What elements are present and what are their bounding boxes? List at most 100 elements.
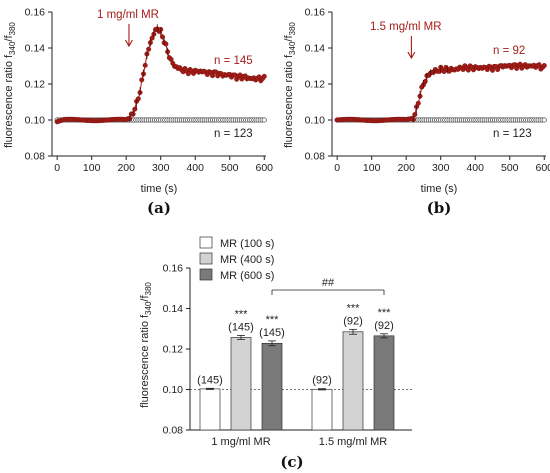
mr-point	[146, 46, 152, 52]
arrow-head	[407, 51, 416, 60]
mr-point	[415, 100, 421, 106]
panel-a-stimulus-arrow	[124, 24, 133, 48]
x-tick-label: 200	[397, 162, 415, 174]
mr-point	[142, 62, 148, 68]
panel-b-annotation: 1.5 mg/ml MR	[370, 21, 442, 33]
mr-point	[541, 63, 547, 69]
legend-swatch	[199, 252, 213, 265]
x-tick-label: 600	[256, 162, 274, 174]
panel-a-label: (a)	[147, 199, 171, 217]
x-tick-label: 0	[334, 162, 340, 174]
panel-b-xlabel: time (s)	[421, 183, 458, 195]
bar	[230, 337, 252, 431]
n-label: (145)	[259, 327, 285, 339]
panel-c-ylabel: fluorescence ratio f340/f380	[139, 282, 153, 408]
panel-b-mr-series	[334, 61, 547, 124]
y-tick-label: 0.08	[25, 151, 46, 163]
panel-c: fluorescence ratio f340/f380 0.08 0.10 0.1…	[139, 236, 412, 471]
panel-a-axes: 0.08 0.10 0.12 0.14 0.16 0 100 200 300 400 500 600	[25, 7, 274, 175]
arrow-head	[124, 39, 133, 48]
legend-label: MR (600 s)	[220, 270, 274, 282]
x-tick-label: 500	[221, 162, 239, 174]
y-tick-label: 0.16	[163, 263, 184, 275]
mr-point	[163, 41, 169, 47]
x-tick-label: 300	[152, 162, 170, 174]
panel-b-ylabel: fluorescence ratio f340/f380	[283, 22, 297, 148]
n-label: (92)	[343, 315, 363, 327]
control-point	[261, 117, 267, 123]
bar	[311, 388, 333, 431]
y-tick-label: 0.14	[25, 43, 46, 55]
legend-swatch	[199, 268, 213, 281]
panel-c-significance-bracket: ##	[271, 277, 385, 295]
y-tick-label: 0.10	[305, 115, 326, 127]
bar	[373, 335, 395, 431]
legend-swatch	[199, 236, 213, 249]
panel-a: fluorescence ratio f340/f380 0.08 0.10 0.1…	[3, 7, 273, 218]
y-tick-label: 0.08	[163, 425, 184, 437]
x-tick-label: 100	[363, 162, 381, 174]
y-tick-label: 0.10	[163, 384, 184, 396]
y-tick-label: 0.16	[305, 7, 326, 19]
x-tick-label: 500	[501, 162, 519, 174]
x-tick-label: 0	[54, 162, 60, 174]
panel-a-xlabel: time (s)	[141, 183, 178, 195]
mr-point	[135, 96, 141, 102]
mr-point	[422, 79, 428, 85]
n-label: (92)	[312, 375, 332, 387]
panel-c-legend: MR (100 s) MR (400 s) MR (600 s)	[199, 236, 274, 282]
x-tick-label: 400	[186, 162, 204, 174]
panel-c-axes: 0.08 0.10 0.12 0.14 0.16	[163, 263, 412, 437]
legend-label: MR (100 s)	[220, 238, 274, 250]
panel-a-ctrl-n: n = 123	[214, 128, 253, 140]
significance-stars: ***	[266, 314, 280, 326]
y-tick-label: 0.12	[305, 79, 326, 91]
panel-a-red-n: n = 145	[214, 55, 253, 67]
significance-stars: ***	[347, 302, 361, 314]
mr-point	[412, 112, 418, 118]
y-tick-label: 0.12	[25, 79, 46, 91]
mr-point	[139, 77, 145, 83]
x-tick-label: 200	[117, 162, 135, 174]
x-tick-label: 100	[83, 162, 101, 174]
mr-point	[185, 71, 191, 77]
panel-b-stimulus-arrow	[407, 36, 416, 60]
y-tick-label: 0.14	[305, 43, 326, 55]
x-tick-label: 300	[432, 162, 450, 174]
panel-b-axes: 0.08 0.10 0.12 0.14 0.16 0 100 200 300 400 500 600	[305, 7, 550, 175]
panel-b: fluorescence ratio f340/f380 0.08 0.10 0.1…	[283, 7, 550, 218]
x-tick-label: 400	[466, 162, 484, 174]
n-label: (145)	[228, 321, 254, 333]
panel-a-mr-series	[54, 24, 267, 125]
mr-point	[261, 73, 267, 79]
n-label: (92)	[374, 320, 394, 332]
bar	[261, 342, 283, 431]
panel-c-bars: 1 mg/ml MR(145)(145)***(145)***1.5 mg/ml…	[197, 302, 395, 448]
category-label: 1 mg/ml MR	[211, 436, 270, 448]
y-tick-label: 0.12	[163, 344, 184, 356]
mr-point	[465, 67, 471, 73]
panel-a-ylabel: fluorescence ratio f340/f380	[3, 22, 17, 148]
mr-point	[159, 34, 165, 40]
panel-b-ctrl-n: n = 123	[493, 128, 532, 140]
n-label: (145)	[197, 374, 223, 386]
bracket-label: ##	[322, 277, 335, 289]
significance-stars: ***	[378, 307, 392, 319]
panel-a-annotation: 1 mg/ml MR	[97, 9, 159, 21]
panel-c-label: (c)	[280, 453, 303, 471]
mr-point	[132, 106, 138, 112]
bar	[342, 331, 364, 431]
x-tick-label: 600	[536, 162, 550, 174]
legend-label: MR (400 s)	[220, 254, 274, 266]
y-tick-label: 0.14	[163, 303, 184, 315]
control-point	[541, 117, 547, 123]
y-tick-label: 0.08	[305, 151, 326, 163]
y-tick-label: 0.16	[25, 7, 46, 19]
significance-stars: ***	[235, 308, 249, 320]
category-label: 1.5 mg/ml MR	[319, 436, 388, 448]
y-tick-label: 0.10	[25, 115, 46, 127]
bar	[199, 388, 221, 431]
mr-point	[536, 62, 542, 68]
panel-b-red-n: n = 92	[493, 45, 525, 57]
